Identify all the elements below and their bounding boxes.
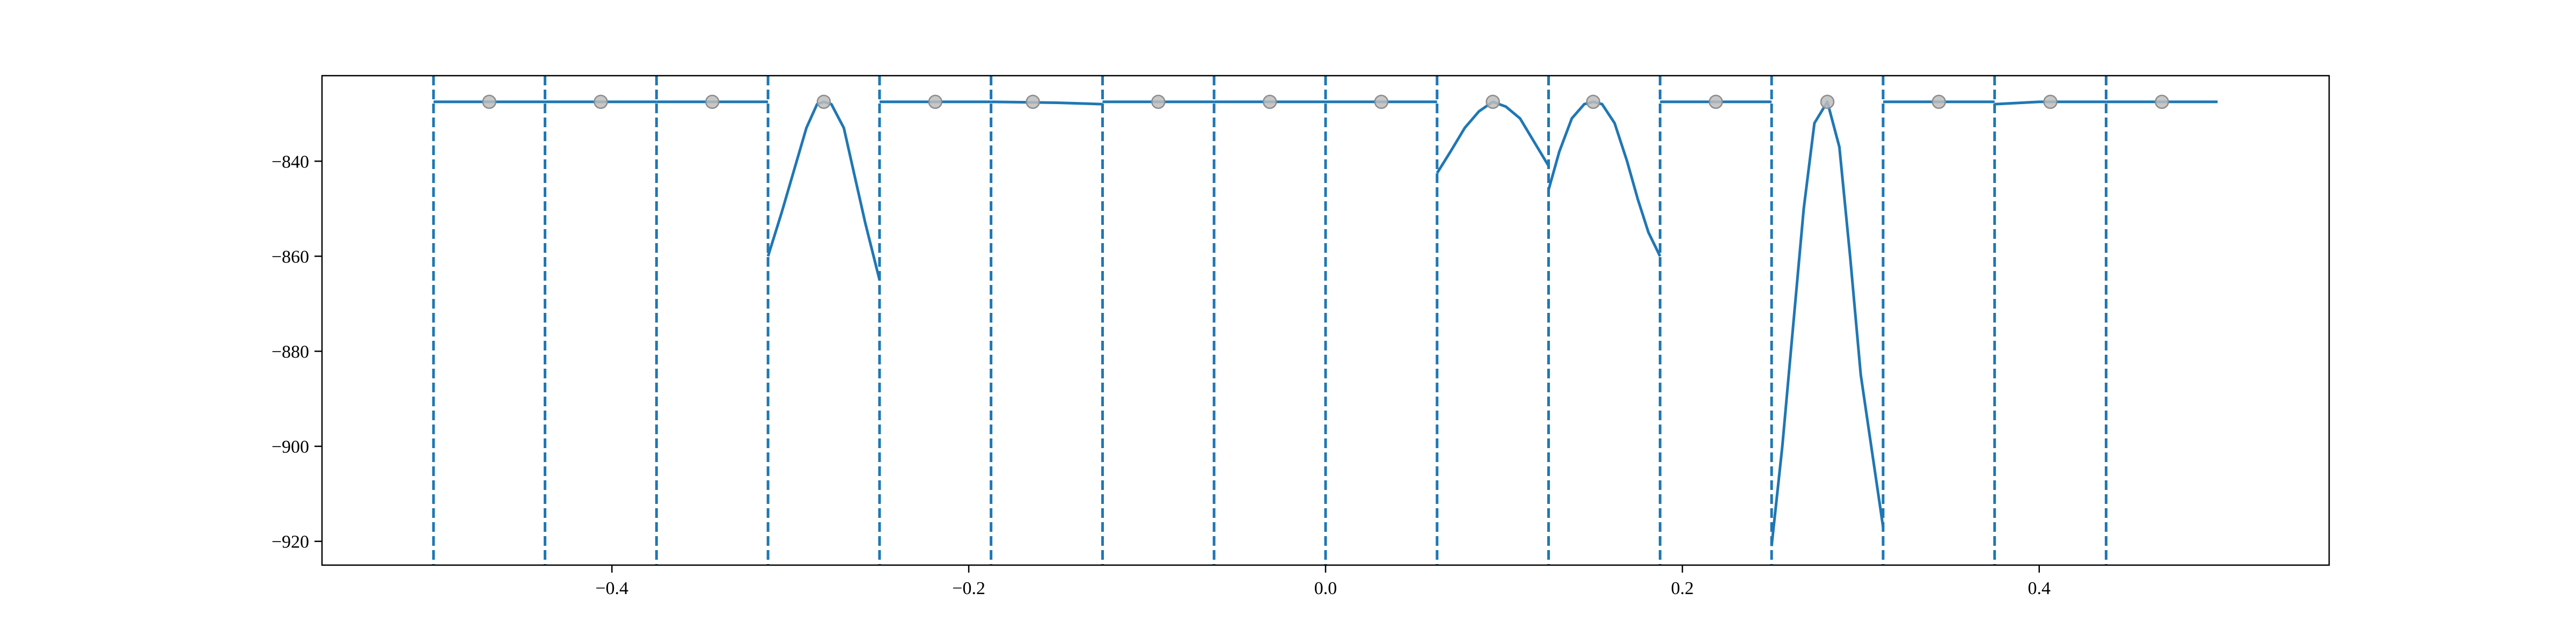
marker-point-12 [1820, 94, 1835, 109]
y-tick-label-4: −840 [272, 152, 309, 172]
marker-point-8 [1374, 94, 1389, 109]
x-tick-label-4: 0.4 [2028, 579, 2051, 598]
y-tick-label-1: −900 [272, 437, 309, 457]
y-tick-label-2: −880 [272, 342, 309, 362]
marker-point-13 [1931, 94, 1946, 109]
marker-point-3 [816, 94, 831, 109]
series-segment-5 [991, 100, 1103, 106]
marker-point-11 [1708, 94, 1723, 109]
marker-point-1 [594, 94, 608, 109]
axis-ticks: −0.4 −0.2 0.0 0.2 0.4 −920 −900 −880 −860 −840 [272, 152, 2051, 598]
x-tick-label-1: −0.2 [952, 579, 985, 598]
x-tick-label-2: 0.0 [1314, 579, 1337, 598]
marker-point-15 [2155, 94, 2169, 109]
series-segment-10 [1547, 100, 1662, 257]
plot-area [432, 76, 2218, 565]
marker-point-9 [1485, 94, 1500, 109]
marker-point-0 [482, 94, 496, 109]
x-tick-label-3: 0.2 [1671, 579, 1694, 598]
marker-point-10 [1586, 94, 1600, 109]
marker-point-5 [1026, 94, 1040, 109]
y-tick-label-3: −860 [272, 247, 309, 267]
x-tick-label-0: −0.4 [595, 579, 628, 598]
marker-point-6 [1151, 94, 1166, 109]
series-segment-12 [1770, 100, 1885, 546]
marker-point-2 [705, 94, 720, 109]
series-segment-14 [1994, 100, 2106, 106]
marker-point-4 [928, 94, 943, 109]
marker-point-14 [2043, 94, 2058, 109]
y-tick-label-0: −920 [272, 532, 309, 552]
marker-point-7 [1262, 94, 1277, 109]
